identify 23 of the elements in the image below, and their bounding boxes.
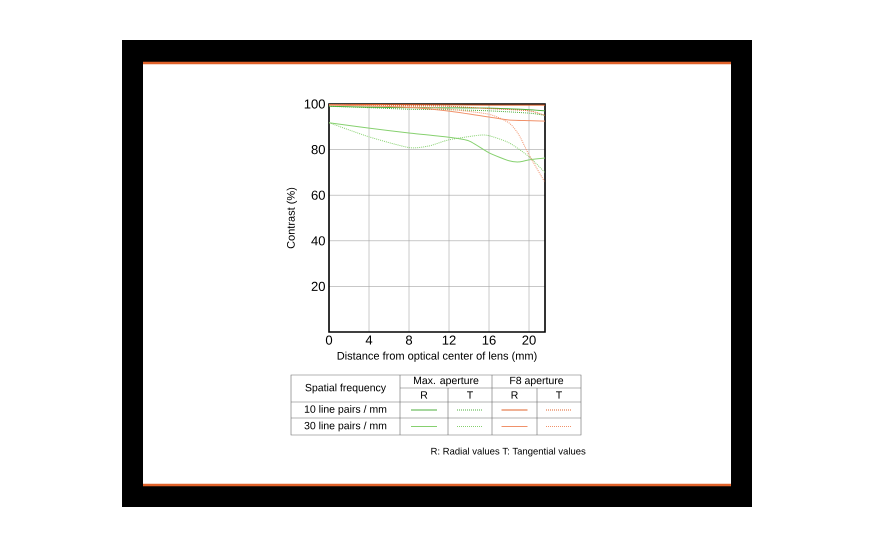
x-tick-label: 12 <box>442 336 456 345</box>
y-axis-title: Contrast (%) <box>286 188 297 248</box>
x-tick-label: 8 <box>406 336 412 345</box>
y-tick-label: 20 <box>312 282 325 291</box>
y-tick-label: 60 <box>312 190 325 200</box>
y-tick-label: 80 <box>312 144 325 154</box>
text: T <box>467 391 473 399</box>
text: R: Radial values T: Tangential values <box>431 448 586 456</box>
text: T <box>556 391 562 399</box>
text: R <box>421 391 428 399</box>
x-tick-label: 0 <box>326 336 332 345</box>
x-tick-label: 20 <box>522 336 536 345</box>
x-tick-label: 4 <box>366 336 372 344</box>
x-tick-label: 16 <box>482 336 496 345</box>
x-axis-title: Distance from optical center of lens (mm) <box>338 352 537 362</box>
y-tick-label: 100 <box>304 99 325 109</box>
y-tick-label: 40 <box>311 236 325 246</box>
text: 30 line pairs / mm <box>304 422 386 432</box>
text: 10 line pairs / mm <box>304 405 386 415</box>
text: F8 aperture <box>510 376 564 386</box>
text: Max. aperture <box>414 376 478 386</box>
text: Spatial frequency <box>305 384 386 394</box>
text: R <box>512 391 518 399</box>
